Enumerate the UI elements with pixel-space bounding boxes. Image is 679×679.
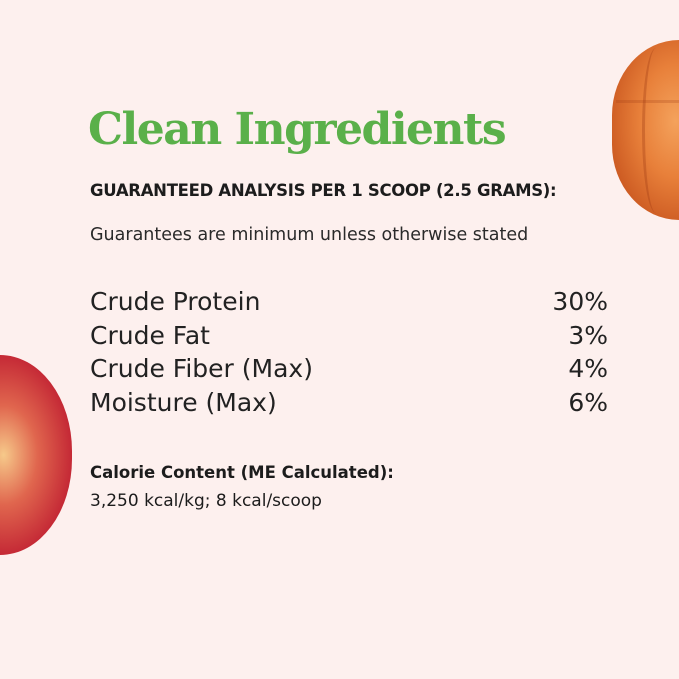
calorie-heading: Calorie Content (ME Calculated): (90, 463, 394, 482)
nutrient-label: Crude Fiber (Max) (90, 354, 313, 383)
pumpkin-image (612, 40, 679, 220)
nutrient-value: 6% (568, 387, 608, 417)
analysis-note: Guarantees are minimum unless otherwise … (90, 225, 529, 245)
analysis-heading: GUARANTEED ANALYSIS PER 1 SCOOP (2.5 GRA… (90, 181, 557, 200)
calorie-value: 3,250 kcal/kg; 8 kcal/scoop (90, 491, 322, 511)
nutrient-value: 30% (552, 287, 608, 316)
analysis-table: Crude Protein 30% Crude Fat 3% Crude Fib… (90, 285, 608, 419)
nutrient-label: Crude Fat (90, 320, 210, 350)
nutrient-value: 4% (568, 354, 608, 383)
analysis-row: Crude Fat 3% (90, 319, 608, 353)
apple-image (0, 355, 72, 555)
page-title: Clean Ingredients (88, 104, 507, 155)
analysis-row: Crude Protein 30% (90, 285, 608, 319)
analysis-row: Moisture (Max) 6% (90, 386, 608, 420)
nutrient-label: Moisture (Max) (90, 387, 277, 417)
nutrient-value: 3% (568, 320, 608, 350)
nutrient-label: Crude Protein (90, 287, 261, 316)
analysis-row: Crude Fiber (Max) 4% (90, 352, 608, 386)
